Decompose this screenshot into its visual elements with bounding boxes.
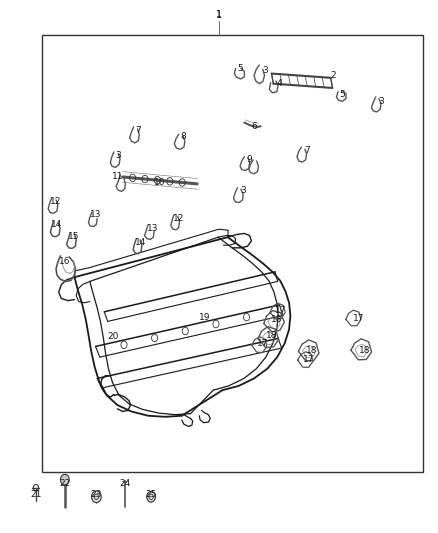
Text: 12: 12 (173, 214, 184, 223)
Circle shape (147, 491, 155, 502)
Text: 14: 14 (134, 238, 146, 247)
Text: 14: 14 (51, 221, 63, 229)
Text: 18: 18 (266, 332, 277, 340)
Text: 16: 16 (59, 257, 71, 265)
Text: 18: 18 (271, 316, 283, 324)
Text: 8: 8 (180, 133, 186, 141)
Text: 21: 21 (30, 490, 42, 499)
Text: 19: 19 (199, 313, 211, 321)
Text: 1: 1 (216, 11, 222, 19)
Text: 17: 17 (257, 340, 268, 348)
Text: 20: 20 (107, 333, 119, 341)
Text: 25: 25 (145, 490, 157, 499)
Text: 4: 4 (277, 79, 282, 88)
Text: 24: 24 (119, 480, 131, 488)
Text: 18: 18 (359, 346, 370, 354)
Text: 5: 5 (237, 64, 243, 72)
Text: 3: 3 (262, 66, 268, 75)
Circle shape (92, 491, 101, 503)
Text: 3: 3 (378, 97, 384, 106)
Text: 18: 18 (306, 346, 318, 355)
Text: 2: 2 (330, 71, 336, 80)
Text: 6: 6 (251, 122, 257, 131)
Text: 13: 13 (147, 224, 158, 232)
Text: 9: 9 (247, 156, 253, 164)
Text: 3: 3 (115, 151, 121, 160)
Text: 15: 15 (68, 232, 79, 241)
Text: 17: 17 (353, 314, 364, 322)
Circle shape (60, 474, 69, 485)
Text: 22: 22 (59, 480, 71, 488)
Text: 10: 10 (154, 179, 166, 187)
Text: 17: 17 (276, 306, 287, 314)
Text: 23: 23 (91, 490, 102, 499)
Text: 3: 3 (240, 187, 246, 195)
Text: 7: 7 (304, 146, 310, 155)
Text: 13: 13 (90, 210, 101, 219)
Text: 17: 17 (303, 356, 314, 364)
Text: 12: 12 (50, 197, 62, 206)
Text: 1: 1 (216, 10, 222, 20)
Text: 7: 7 (135, 126, 141, 135)
Text: 5: 5 (339, 91, 346, 99)
Text: 11: 11 (112, 173, 123, 181)
Bar (42, 35, 423, 472)
